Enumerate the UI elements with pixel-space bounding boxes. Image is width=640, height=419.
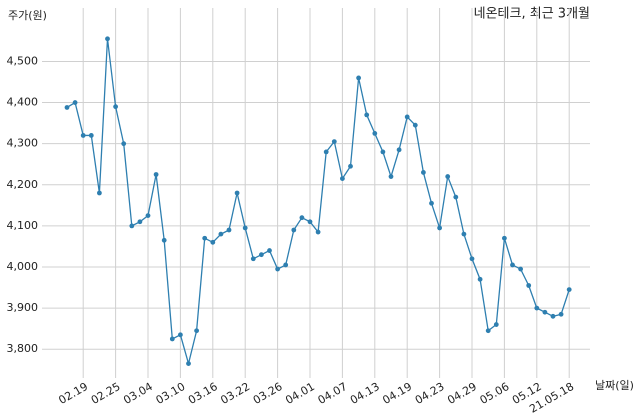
point: [469, 256, 475, 262]
x-axis-label: 날짜(일): [595, 378, 634, 392]
y-tick-label: 4,500: [7, 54, 39, 67]
y-tick-label: 4,200: [7, 178, 39, 191]
point: [518, 266, 523, 272]
point: [453, 194, 459, 200]
x-tick-label: 05.06: [478, 380, 512, 407]
point: [396, 147, 402, 153]
point: [340, 176, 345, 182]
point: [445, 174, 451, 179]
point: [307, 219, 313, 225]
point: [153, 172, 159, 177]
x-tick-label: 04.13: [348, 380, 382, 407]
point: [526, 283, 532, 288]
point: [542, 309, 548, 315]
x-tick-label: 02.25: [89, 380, 123, 407]
point: [88, 133, 94, 138]
point: [226, 227, 232, 233]
x-tick-label: 04.07: [316, 380, 350, 407]
point: [315, 229, 321, 235]
point: [477, 276, 483, 282]
point: [267, 248, 272, 253]
point: [412, 122, 418, 128]
point: [137, 219, 143, 225]
point: [348, 163, 353, 169]
point: [493, 322, 499, 327]
point: [250, 256, 256, 262]
point: [388, 174, 394, 179]
point: [242, 225, 248, 231]
x-tick-label: 03.16: [186, 380, 220, 407]
y-tick-label: 4,000: [7, 260, 39, 273]
point: [80, 133, 86, 138]
point: [72, 100, 78, 105]
point: [113, 104, 118, 110]
point: [331, 139, 337, 145]
point: [558, 311, 564, 317]
point: [210, 239, 216, 245]
point: [299, 215, 305, 221]
x-tick-label: 03.26: [251, 380, 285, 407]
point: [461, 231, 467, 237]
point: [437, 225, 442, 231]
point: [64, 105, 70, 110]
line: [66, 38, 570, 367]
y-tick-label: 4,400: [7, 96, 39, 109]
point: [202, 235, 208, 241]
point: [380, 149, 386, 155]
point: [502, 235, 507, 241]
point: [186, 361, 191, 367]
point: [283, 262, 289, 268]
point: [372, 130, 378, 136]
point: [259, 252, 264, 258]
x-tick-label: 04.23: [413, 380, 447, 407]
point: [218, 231, 224, 237]
y-tick-label: 3,800: [7, 342, 39, 355]
point: [404, 114, 410, 120]
x-tick-label: 03.10: [154, 380, 188, 407]
point: [550, 313, 556, 319]
x-tick-label: 04.01: [283, 380, 317, 407]
x-tick-label: 02.19: [56, 380, 90, 407]
point: [194, 328, 200, 334]
point: [356, 75, 361, 81]
point: [161, 237, 167, 243]
point: [291, 227, 297, 233]
point: [566, 287, 572, 293]
y-tick-label: 3,900: [7, 301, 39, 314]
x-tick-label: 04.19: [380, 380, 414, 407]
point: [145, 213, 151, 219]
x-tick-label: 03.04: [121, 380, 155, 407]
point: [129, 223, 135, 229]
point: [421, 170, 426, 175]
point: [323, 149, 329, 155]
point: [429, 200, 434, 206]
x-tick-label: 03.22: [218, 380, 252, 407]
point: [275, 266, 280, 272]
point: [364, 112, 370, 118]
point: [485, 328, 491, 334]
point: [534, 305, 540, 311]
point: [169, 336, 175, 342]
point: [178, 332, 183, 338]
chart-title: 네온테크, 최근 3개월: [474, 7, 590, 22]
x-tick-label: 04.29: [445, 380, 479, 407]
y-tick-label: 4,100: [7, 219, 39, 232]
point: [510, 262, 515, 268]
point: [234, 190, 240, 196]
point: [105, 36, 110, 42]
y-tick-label: 4,300: [7, 137, 39, 150]
point: [121, 141, 127, 147]
y-axis-label: 주가(원): [8, 9, 47, 22]
point: [97, 190, 102, 196]
